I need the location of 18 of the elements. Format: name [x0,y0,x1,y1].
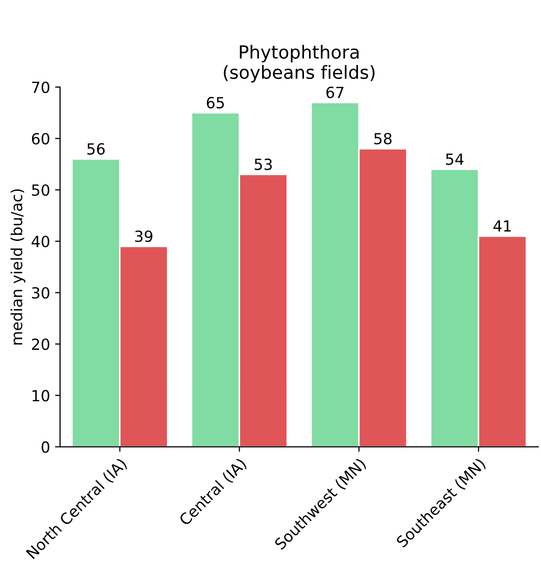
y-tick-label: 50 [32,184,50,196]
y-tick-label: 60 [32,132,50,145]
y-tick-label: 30 [32,287,50,299]
data-label: 53 [254,158,272,170]
y-tick-label: 70 [32,82,50,94]
y-tick-label: 40 [32,236,50,248]
y-axis-title: median yield (bu/ac) [10,189,26,344]
data-label: 39 [135,230,152,242]
data-label: 56 [87,143,105,155]
y-tick-label: 0 [42,441,50,453]
data-label: 54 [446,154,464,165]
data-label: 41 [493,220,511,232]
y-tick-label: 10 [32,390,50,402]
data-label: 58 [374,132,392,144]
data-label: 65 [206,96,224,108]
y-tick-label: 20 [32,338,50,350]
data-label: 67 [326,86,344,98]
chart-title: Phytophthora (soybeans fields) [224,44,375,83]
